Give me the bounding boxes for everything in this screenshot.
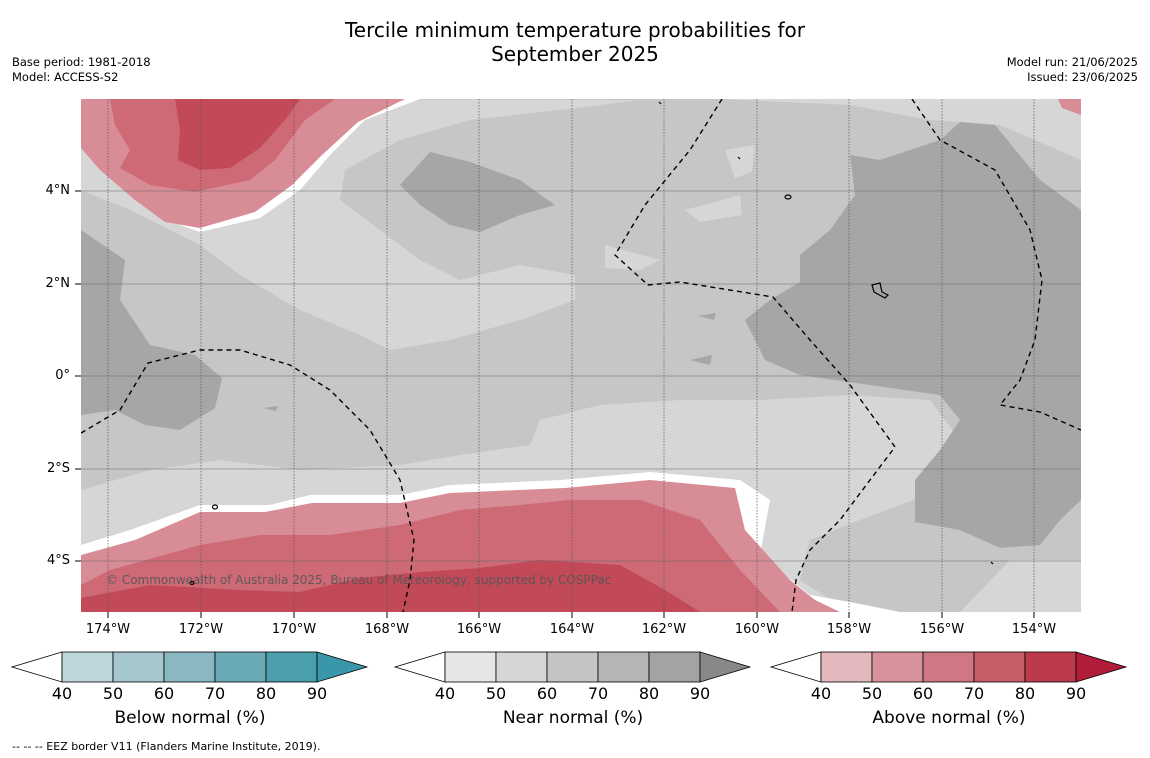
metadata-right: Model run: 21/06/2025 Issued: 23/06/2025	[1007, 55, 1138, 85]
island-7	[990, 561, 994, 565]
near-normal-40-band-northeast	[720, 99, 1081, 160]
colorbar-above-normal	[769, 651, 1128, 683]
colorbar-near-upper-extend	[699, 651, 752, 683]
near-normal-40-band-southeast	[960, 560, 1081, 612]
eez-borders	[81, 99, 1081, 612]
lon-label-158w: 158°W	[826, 622, 872, 637]
metadata-left: Base period: 1981-2018 Model: ACCESS-S2	[12, 55, 151, 85]
lat-label-2s: 2°S	[46, 461, 70, 476]
near-normal-60-region-west	[81, 230, 222, 430]
colorbar-below-tick: 90	[306, 684, 328, 703]
near-normal-60-region-east	[745, 122, 1081, 548]
title-line-2: September 2025	[491, 42, 659, 66]
lat-label-2n: 2°N	[45, 276, 71, 291]
latitude-gridlines	[81, 190, 1081, 562]
colorbar-above-lower-extend	[769, 651, 822, 683]
island-2	[784, 194, 792, 200]
above-normal-60-fill-south	[81, 560, 700, 612]
map-title: Tercile minimum temperature probabilitie…	[0, 18, 1150, 66]
eez-border-central	[614, 99, 896, 612]
eez-border-east	[911, 99, 1081, 431]
model-name: Model: ACCESS-S2	[12, 70, 119, 84]
lon-label-154w: 154°W	[1011, 622, 1057, 637]
map-plot-area: © Commonwealth of Australia 2025, Bureau…	[81, 99, 1081, 612]
above-normal-60-fill-north	[175, 99, 300, 170]
colorbar-above-tick: 90	[1065, 684, 1087, 703]
colorbar-near-tick: 50	[485, 684, 507, 703]
island-5	[658, 101, 662, 105]
issued-date: Issued: 23/06/2025	[1027, 70, 1138, 84]
colorbar-above-tick: 40	[810, 684, 832, 703]
island-4	[189, 580, 195, 586]
colorbar-below-upper-extend	[316, 651, 369, 683]
above-normal-40-fill-northeast	[1058, 99, 1081, 115]
colorbar-above-upper-extend	[1075, 651, 1128, 683]
colorbar-above-tick: 80	[1014, 684, 1036, 703]
lon-label-172w: 172°W	[178, 622, 224, 637]
lon-label-174w: 174°W	[85, 622, 131, 637]
colorbar-near-lower-extend	[393, 651, 446, 683]
axis-ticks	[75, 190, 1035, 618]
colorbar-near-tick: 80	[638, 684, 660, 703]
island-6	[737, 156, 741, 160]
island-1	[871, 282, 890, 299]
colorbar-below-label: Below normal (%)	[114, 708, 266, 728]
longitude-gridlines	[107, 99, 1035, 612]
near-normal-40-patch-small	[725, 145, 755, 178]
eez-border-west	[81, 349, 415, 612]
lat-label-4s: 4°S	[46, 553, 70, 568]
colorbar-below-tick: 40	[51, 684, 73, 703]
island-3	[211, 504, 219, 510]
lat-label-equator: 0°	[55, 368, 70, 383]
colorbar-below-lower-extend	[10, 651, 63, 683]
lon-label-164w: 164°W	[549, 622, 595, 637]
near-normal-60-patch-small-1	[690, 355, 712, 365]
colorbar-above-tick: 50	[861, 684, 883, 703]
islands	[189, 101, 994, 586]
base-period: Base period: 1981-2018	[12, 55, 151, 69]
near-normal-40-patch-mid	[605, 245, 660, 270]
model-run: Model run: 21/06/2025	[1006, 55, 1138, 69]
colorbar-near-tick: 90	[689, 684, 711, 703]
colorbar-above-tick: 70	[963, 684, 985, 703]
lon-label-166w: 166°W	[456, 622, 502, 637]
colorbar-below-tick: 80	[255, 684, 277, 703]
lat-label-4n: 4°N	[45, 183, 71, 198]
colorbar-near-tick: 70	[587, 684, 609, 703]
lon-label-160w: 160°W	[734, 622, 780, 637]
colorbar-below-tick: 50	[102, 684, 124, 703]
near-normal-40-patch-center	[685, 195, 742, 222]
lon-label-156w: 156°W	[919, 622, 965, 637]
colorbar-below-normal	[10, 651, 369, 683]
near-normal-60-patch-small-3	[263, 406, 278, 411]
copyright-notice: © Commonwealth of Australia 2025, Bureau…	[106, 573, 611, 587]
colorbar-above-label: Above normal (%)	[872, 708, 1026, 728]
colorbar-below-tick: 60	[153, 684, 175, 703]
colorbar-near-label: Near normal (%)	[502, 708, 644, 728]
eez-footnote: -- -- -- EEZ border V11 (Flanders Marine…	[12, 740, 321, 753]
colorbar-near-normal	[393, 651, 752, 683]
near-normal-60-patch-north	[400, 152, 555, 232]
colorbar-near-tick: 60	[536, 684, 558, 703]
lon-label-168w: 168°W	[364, 622, 410, 637]
near-normal-60-patch-small-2	[698, 313, 716, 320]
colorbar-near-tick: 40	[434, 684, 456, 703]
colorbar-above-tick: 60	[912, 684, 934, 703]
title-line-1: Tercile minimum temperature probabilitie…	[344, 18, 806, 42]
colorbar-below-tick: 70	[204, 684, 226, 703]
lon-label-162w: 162°W	[641, 622, 687, 637]
lon-label-170w: 170°W	[271, 622, 317, 637]
